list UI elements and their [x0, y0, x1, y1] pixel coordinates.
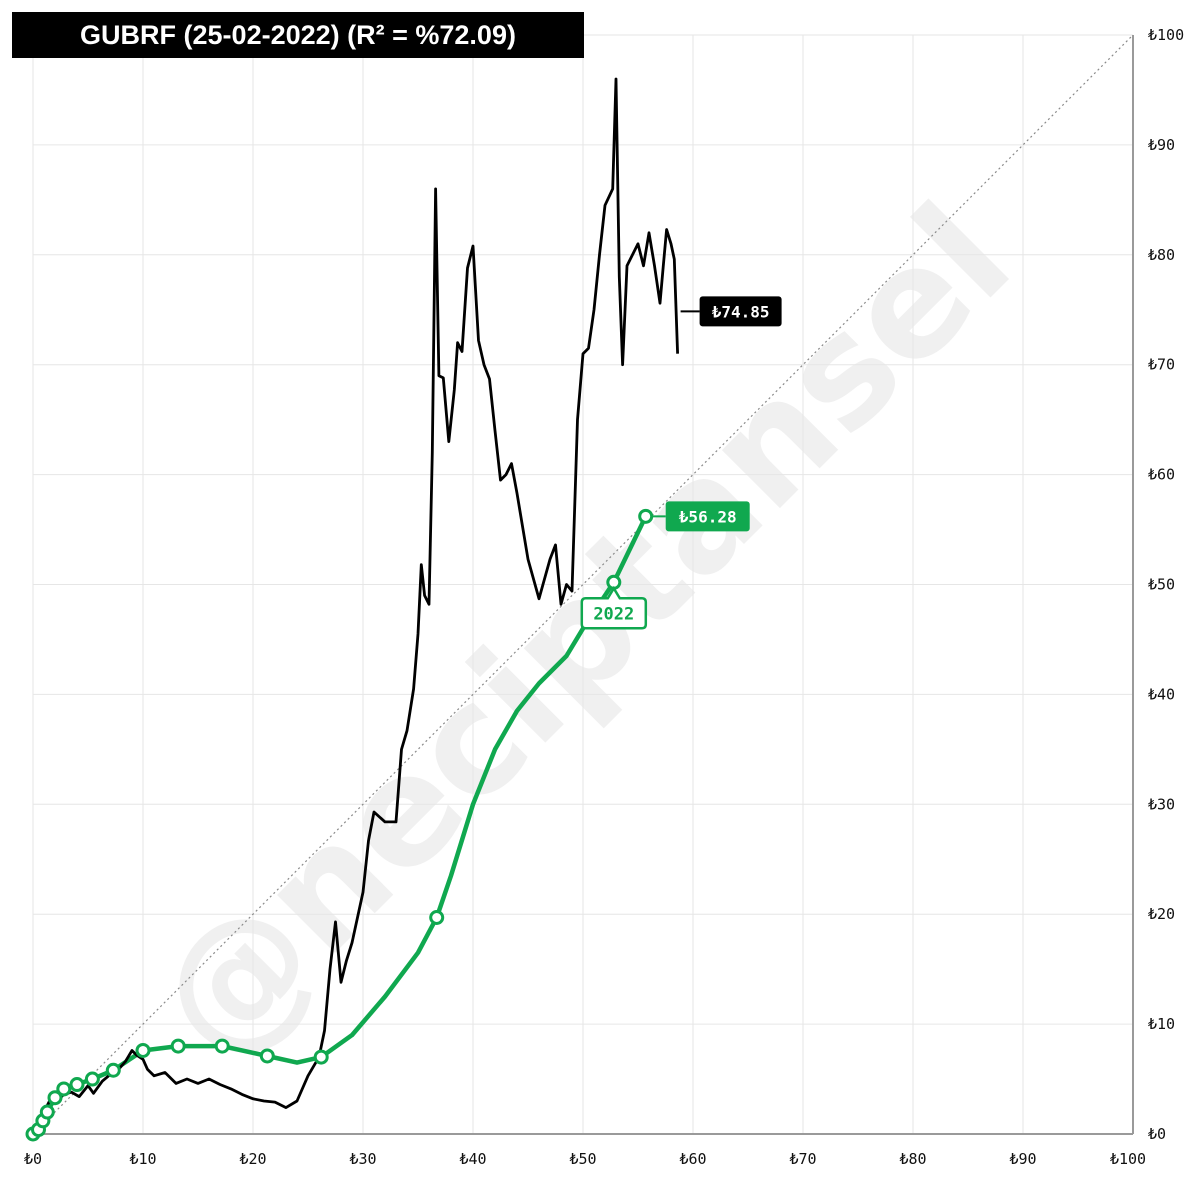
fair-value-marker [638, 508, 654, 524]
x-tick-label: ₺50 [569, 1150, 596, 1168]
y-tick-label: ₺90 [1148, 136, 1175, 154]
fair-tag-box [665, 501, 750, 532]
x-tick-label: ₺20 [239, 1150, 266, 1168]
y-tick-label: ₺60 [1148, 466, 1175, 484]
reference-line [32, 34, 1134, 1135]
fair-value-marker [135, 1042, 151, 1058]
price-line [31, 77, 679, 1135]
x-tick-label: ₺0 [24, 1150, 42, 1168]
fair-value-marker [259, 1048, 275, 1064]
y-tick-label: ₺50 [1148, 576, 1175, 594]
fair-tag-label: ₺56.28 [679, 507, 737, 526]
fair-value-marker [56, 1081, 72, 1097]
fair-value-marker [214, 1038, 230, 1054]
y-tick-label: ₺40 [1148, 685, 1175, 703]
price-tag-box [699, 296, 782, 327]
axes: ₺0 ₺10 ₺20 ₺30 ₺40 ₺50 ₺60 ₺70 ₺80 ₺90 ₺100₺0₺10₺2… [24, 26, 1184, 1168]
x-tick-label: ₺40 [459, 1150, 486, 1168]
y-tick-label: ₺10 [1148, 1015, 1175, 1033]
series [25, 77, 679, 1142]
chart-title: GUBRF (25-02-2022) (R² = %72.09) [12, 12, 584, 58]
fair-value-marker [84, 1071, 100, 1087]
fair-value-marker [170, 1038, 186, 1054]
x-tick-label: ₺100 [1110, 1150, 1146, 1168]
fair-value-marker [105, 1062, 121, 1078]
x-tick-label: ₺80 [899, 1150, 926, 1168]
price-tag-label: ₺74.85 [712, 302, 770, 321]
y-tick-label: ₺80 [1148, 246, 1175, 264]
x-tick-label: ₺30 [349, 1150, 376, 1168]
year-callout-box [580, 585, 648, 630]
value-tags: ₺74.85 ₺56.28 2022 [580, 296, 782, 630]
y-tick-label: ₺30 [1148, 795, 1175, 813]
fair-value-marker [69, 1077, 85, 1093]
y-tick-label: ₺100 [1148, 26, 1184, 44]
fair-value-marker [39, 1104, 55, 1120]
fair-value-marker [313, 1049, 329, 1065]
diagonal-reference-line [32, 34, 1134, 1135]
x-tick-label: ₺90 [1009, 1150, 1036, 1168]
x-tick-label: ₺70 [789, 1150, 816, 1168]
fair-value-marker [429, 909, 445, 925]
y-tick-label: ₺70 [1148, 356, 1175, 374]
y-tick-label: ₺0 [1148, 1125, 1166, 1143]
x-tick-label: ₺10 [129, 1150, 156, 1168]
y-tick-label: ₺20 [1148, 905, 1175, 923]
fair-value-marker [47, 1090, 63, 1106]
year-callout-label: 2022 [593, 604, 634, 624]
x-tick-label: ₺60 [679, 1150, 706, 1168]
